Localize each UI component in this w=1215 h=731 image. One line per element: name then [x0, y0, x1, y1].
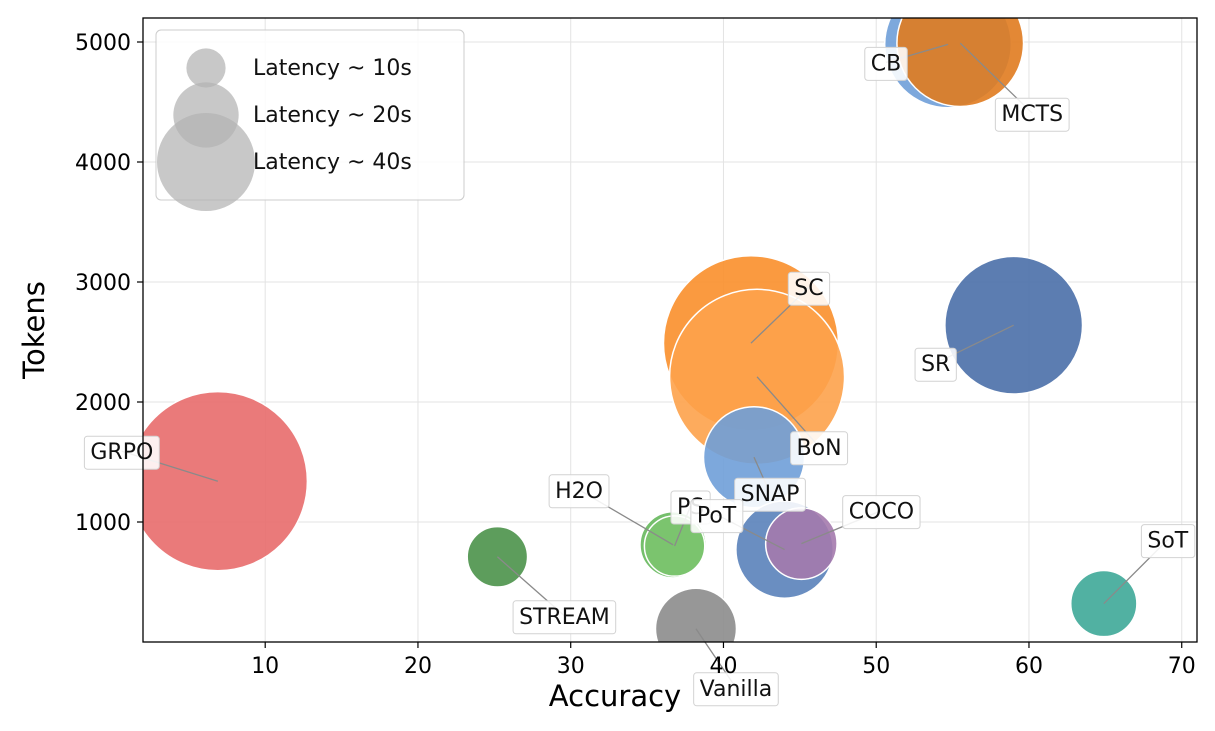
- x-tick-label: 70: [1168, 654, 1196, 679]
- x-tick-label: 60: [1015, 654, 1043, 679]
- y-tick-label: 3000: [75, 271, 131, 296]
- y-tick-label: 2000: [75, 391, 131, 416]
- point-label-text: PoT: [697, 504, 737, 529]
- x-tick-label: 10: [251, 654, 279, 679]
- y-axis-title: Tokens: [17, 281, 51, 380]
- point-label: SR: [914, 347, 957, 382]
- point-label: GRPO: [83, 435, 160, 470]
- point-label-text: SC: [794, 276, 823, 301]
- point-label-text: STREAM: [519, 605, 610, 630]
- x-tick-label: 40: [709, 654, 737, 679]
- point-label-box: [548, 474, 610, 509]
- point-label: PoT: [690, 499, 744, 534]
- y-tick-label: 1000: [75, 511, 131, 536]
- point-label-text: GRPO: [90, 440, 153, 465]
- x-tick-label: 20: [404, 654, 432, 679]
- legend-size-marker: [156, 112, 256, 212]
- point-label: BoN: [790, 431, 849, 466]
- point-label-text: SoT: [1147, 529, 1188, 554]
- point-label-box: [1140, 524, 1196, 559]
- y-tick-label: 5000: [75, 31, 131, 56]
- bubble-grpo: [143, 390, 309, 572]
- point-label-box: [690, 499, 744, 534]
- bubble-vanilla: [654, 587, 738, 642]
- point-label-text: CB: [871, 51, 901, 76]
- point-label-box: [512, 600, 617, 635]
- point-label-box: [864, 46, 908, 81]
- x-tick-label: 50: [862, 654, 890, 679]
- point-label: SC: [787, 271, 831, 306]
- legend-size-marker: [186, 48, 226, 88]
- point-label-box: [787, 271, 831, 306]
- axis-ticks: 10 20 30 40 50 60 70 1000 2000 3000 4000 5000: [75, 31, 1196, 679]
- point-label: H2O: [548, 474, 610, 509]
- legend-entry-label: Latency ~ 10s: [253, 56, 412, 81]
- point-label-box: [734, 477, 806, 512]
- point-label-box: [790, 431, 849, 466]
- legend-entry-label: Latency ~ 40s: [253, 150, 412, 175]
- point-label-text: COCO: [849, 500, 914, 525]
- point-label: CB: [864, 46, 908, 81]
- point-label-text: MCTS: [1001, 102, 1063, 127]
- point-label-text: SNAP: [741, 482, 800, 507]
- point-label-text: BoN: [797, 436, 842, 461]
- point-label-box: [994, 97, 1070, 132]
- legend-entry-label: Latency ~ 20s: [253, 103, 412, 128]
- point-label-text: Vanilla: [700, 677, 773, 702]
- x-axis-title: Accuracy: [549, 679, 681, 713]
- point-label-text: SR: [921, 352, 950, 377]
- point-label: STREAM: [512, 600, 617, 635]
- point-label-box: [693, 672, 779, 707]
- bubble-mcts: [896, 18, 1025, 108]
- point-label: COCO: [842, 495, 921, 530]
- y-tick-label: 4000: [75, 151, 131, 176]
- point-label-layer: CBMCTSSCBoNSRGRPOSNAPH2OPSPoTCOCOSTREAMV…: [83, 42, 1196, 707]
- point-label-text: H2O: [555, 479, 603, 504]
- point-label: MCTS: [994, 97, 1070, 132]
- point-label: Vanilla: [693, 672, 779, 707]
- point-label: SoT: [1140, 524, 1196, 559]
- x-tick-label: 30: [557, 654, 585, 679]
- point-label-box: [83, 435, 160, 470]
- plot-frame: [142, 17, 1198, 643]
- point-label: SNAP: [734, 477, 806, 512]
- point-label-box: [842, 495, 921, 530]
- point-label-box: [914, 347, 957, 382]
- size-legend: Latency ~ 10s Latency ~ 20s Latency ~ 40s: [155, 29, 465, 212]
